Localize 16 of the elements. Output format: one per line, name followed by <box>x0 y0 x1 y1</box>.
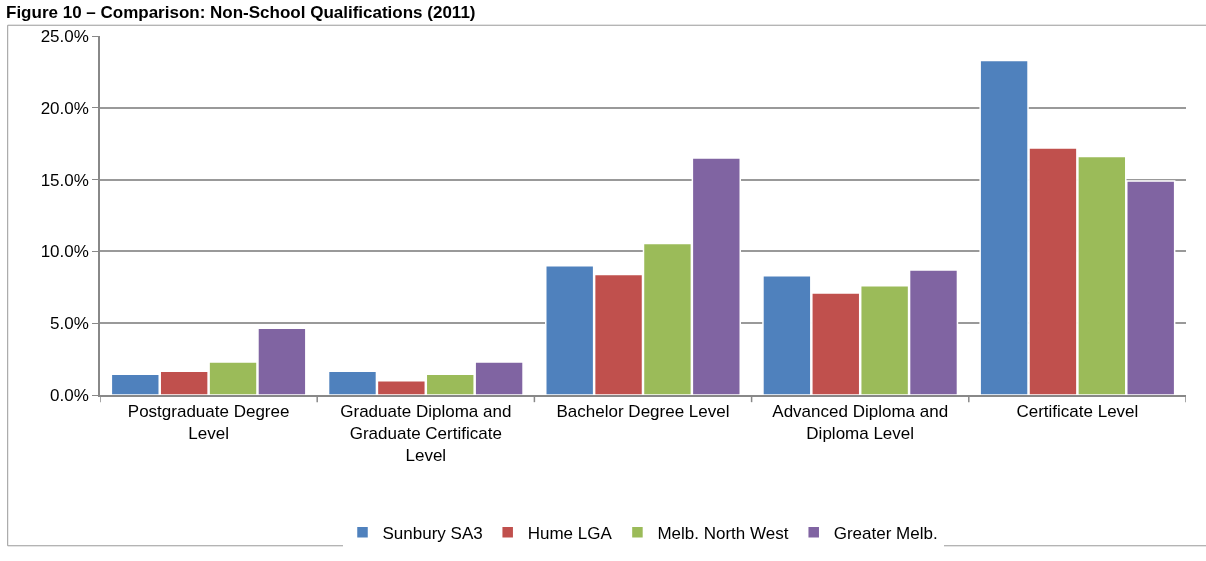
chart-title: Figure 10 – Comparison: Non-School Qualifications (2011) <box>6 2 476 22</box>
x-tick-label: Advanced Diploma and Diploma Level <box>772 402 949 444</box>
x-tick-label: Bachelor Degree Level <box>556 402 730 422</box>
x-tick-label: Certificate Level <box>1016 402 1139 422</box>
x-tick-label: Graduate Diploma and Graduate Certificate Level <box>340 402 512 466</box>
y-tick-label: 5.0% <box>50 314 89 334</box>
y-tick-label: 20.0% <box>40 98 89 118</box>
legend-label: Greater Melb. <box>833 523 938 543</box>
y-tick-label: 10.0% <box>40 242 89 262</box>
y-tick-label: 15.0% <box>40 170 89 190</box>
y-tick-label: 0.0% <box>50 385 89 405</box>
legend-label: Melb. North West <box>657 523 789 543</box>
legend-label: Sunbury SA3 <box>382 523 483 543</box>
y-tick-label: 25.0% <box>40 26 89 46</box>
legend-label: Hume LGA <box>527 523 613 543</box>
x-tick-label: Postgraduate Degree Level <box>127 402 290 444</box>
